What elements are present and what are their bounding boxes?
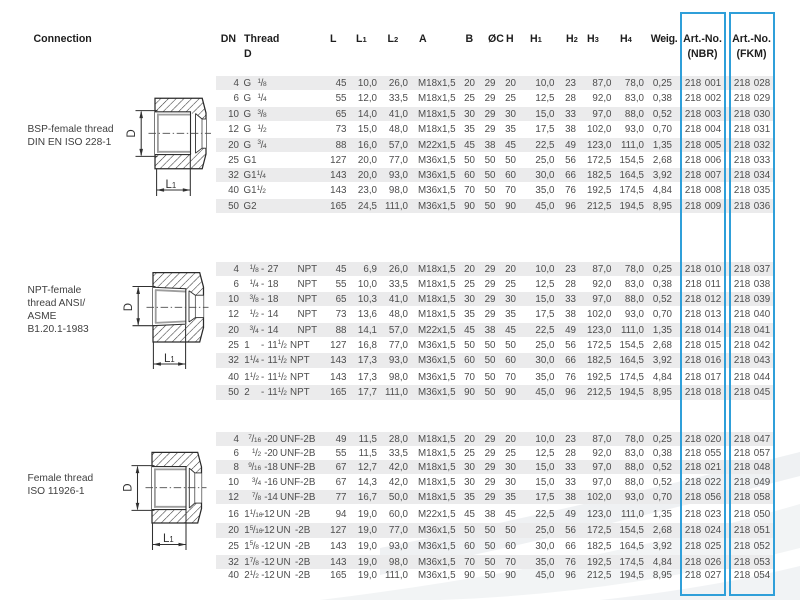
svg-text:D: D bbox=[123, 303, 135, 311]
svg-text:L1: L1 bbox=[164, 353, 175, 365]
svg-text:L1: L1 bbox=[163, 533, 174, 545]
svg-text:D: D bbox=[122, 483, 134, 491]
svg-text:L1: L1 bbox=[166, 179, 177, 191]
svg-text:D: D bbox=[126, 129, 138, 137]
